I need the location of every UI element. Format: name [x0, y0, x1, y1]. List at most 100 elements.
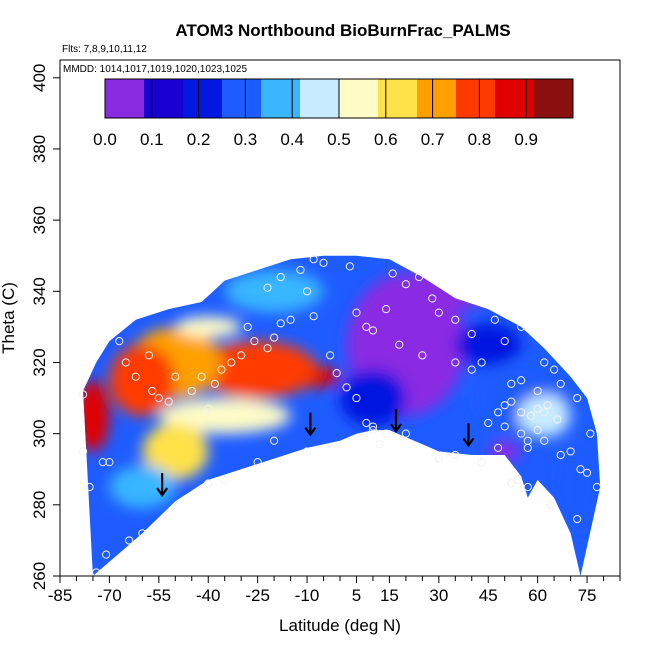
- data-point: [362, 322, 371, 331]
- data-point: [494, 443, 503, 452]
- colorbar-cell: [417, 79, 457, 118]
- data-point: [566, 447, 575, 456]
- data-point: [500, 401, 509, 410]
- data-point: [121, 358, 130, 367]
- data-point: [382, 305, 391, 314]
- colorbar-cell: [144, 79, 184, 118]
- data-point: [490, 315, 499, 324]
- data-point: [553, 415, 562, 424]
- data-point: [543, 401, 552, 410]
- data-point: [556, 450, 565, 460]
- data-point: [467, 365, 476, 374]
- colorbar-cell: [183, 79, 223, 118]
- data-point: [375, 440, 384, 449]
- colorbar-cell: [456, 79, 496, 118]
- data-point: [243, 322, 252, 331]
- colorbar-tick-label: 0.3: [234, 130, 258, 149]
- data-point: [533, 404, 542, 413]
- data-point: [204, 479, 213, 488]
- data-point: [332, 369, 341, 378]
- data-point: [352, 308, 361, 317]
- field-feature: [142, 422, 209, 480]
- data-point: [494, 408, 503, 417]
- data-point: [164, 397, 173, 406]
- colorbar-tick-label: 0.4: [280, 130, 304, 149]
- colorbar-cell: [534, 79, 574, 118]
- field-feature: [389, 269, 489, 313]
- data-point: [154, 393, 163, 403]
- data-point: [507, 379, 516, 388]
- colorbar-tick-label: 0.6: [374, 130, 398, 149]
- tropopause-arrow: [390, 409, 402, 433]
- data-point: [270, 436, 279, 445]
- data-point: [125, 536, 134, 545]
- observation-points: [78, 255, 602, 577]
- data-point: [187, 386, 196, 396]
- data-point: [138, 529, 147, 538]
- data-point: [540, 358, 549, 367]
- data-point: [540, 408, 549, 417]
- data-point: [546, 500, 555, 509]
- y-tick-label: 280: [30, 491, 49, 519]
- data-point: [368, 326, 378, 335]
- data-point: [296, 265, 305, 275]
- data-point: [477, 458, 486, 467]
- data-point: [576, 465, 585, 474]
- data-point: [451, 315, 460, 324]
- data-point: [533, 425, 542, 435]
- x-tick-label: -40: [196, 586, 221, 605]
- data-point: [414, 272, 424, 282]
- colorbar: 0.0 0.1 0.2 0.3 0.4 0.5 0.6 0.7 0.8 0.9: [93, 78, 574, 149]
- data-point: [517, 429, 526, 438]
- field-feature: [175, 316, 242, 338]
- colorbar-cell: [339, 79, 379, 118]
- y-axis-label: Theta (C): [0, 282, 18, 354]
- data-point: [197, 372, 206, 381]
- data-point: [517, 376, 526, 385]
- data-point: [388, 269, 397, 278]
- x-tick-label: 15: [380, 586, 399, 605]
- data-point: [250, 337, 259, 346]
- colorbar-tick-label: 0.9: [514, 130, 538, 149]
- data-point: [115, 337, 124, 346]
- field-feature: [340, 369, 406, 427]
- data-point: [451, 450, 460, 460]
- data-point: [467, 329, 476, 339]
- colorbar-tick-label: 0.8: [468, 130, 492, 149]
- data-point: [573, 393, 582, 403]
- field-feature: [455, 323, 522, 367]
- data-point: [220, 475, 229, 485]
- x-tick-label: 30: [429, 586, 448, 605]
- colorbar-tick-label: 0.0: [93, 130, 117, 149]
- data-point: [517, 322, 526, 331]
- data-point: [500, 337, 509, 346]
- data-point: [276, 272, 285, 282]
- data-point: [418, 351, 427, 360]
- data-point: [345, 262, 354, 271]
- data-point: [309, 312, 318, 321]
- data-point: [582, 468, 592, 477]
- y-tick-label: 320: [30, 348, 49, 376]
- data-point: [526, 411, 536, 420]
- data-point: [342, 383, 351, 392]
- data-point: [309, 255, 318, 264]
- field-feature: [158, 398, 291, 434]
- colorbar-tick-label: 0.5: [327, 130, 351, 149]
- field-feature: [109, 465, 176, 509]
- flights-subtitle: Flts: 7,8,9,10,11,12: [62, 44, 147, 55]
- data-point: [210, 379, 219, 388]
- data-point: [434, 308, 443, 317]
- data-point: [102, 550, 111, 559]
- y-tick-label: 260: [30, 562, 49, 590]
- x-tick-label: 5: [352, 586, 361, 605]
- data-point: [319, 258, 328, 267]
- data-point: [513, 475, 522, 485]
- data-point: [204, 404, 213, 413]
- y-tick-label: 300: [30, 419, 49, 447]
- tropopause-arrow: [304, 412, 317, 437]
- data-point: [98, 458, 107, 467]
- y-tick-label: 360: [30, 206, 49, 234]
- y-axis: 260 280 300 320 340 360 380 400: [30, 64, 60, 590]
- data-point: [286, 315, 295, 324]
- tropopause-arrows: [156, 409, 475, 498]
